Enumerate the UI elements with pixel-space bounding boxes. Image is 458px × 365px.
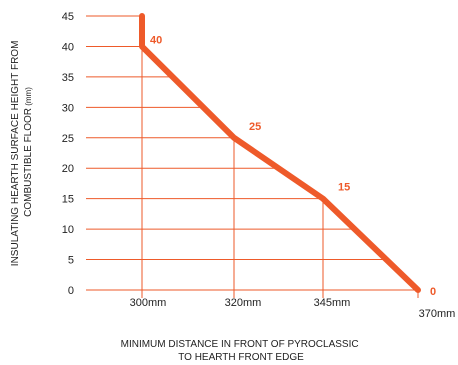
x-tick-label-345: 345mm: [314, 297, 351, 309]
y-axis-title: INSULATING HEARTH SURFACE HEIGHT FROM CO…: [10, 38, 34, 266]
x-tick-label-300: 300mm: [130, 297, 167, 309]
x-tick-label-320: 320mm: [225, 297, 262, 309]
y-tick-label-40: 40: [62, 41, 74, 53]
y-tick-label-20: 20: [62, 163, 74, 175]
y-tick-label-0: 0: [68, 285, 74, 297]
y-axis-title-line-2-main: COMBUSTIBLE FLOOR: [23, 108, 34, 217]
point-label-15: 15: [338, 182, 350, 194]
y-axis-title-line-1: INSULATING HEARTH SURFACE HEIGHT FROM: [10, 41, 21, 267]
x-axis-title: MINIMUM DISTANCE IN FRONT OF PYROCLASSIC…: [121, 339, 362, 363]
x-axis-title-line-1: MINIMUM DISTANCE IN FRONT OF PYROCLASSIC: [121, 339, 359, 350]
grid-layer: [86, 15, 419, 298]
y-tick-label-5: 5: [68, 255, 74, 267]
point-label-25: 25: [249, 121, 261, 133]
y-tick-label-25: 25: [62, 133, 74, 145]
y-tick-label-15: 15: [62, 194, 74, 206]
label-layer: 0 5 10 15 20 25 30 35 40 45 300mm 320mm 345mm 370mm 40…: [62, 11, 456, 320]
y-tick-label-45: 45: [62, 11, 74, 23]
series-line-layer: [139, 13, 421, 293]
y-axis-title-unit: (mm): [24, 87, 33, 108]
point-label-0: 0: [430, 286, 436, 298]
y-axis-title-line-2: COMBUSTIBLE FLOOR (mm): [23, 87, 34, 217]
series-line: [139, 13, 421, 293]
y-tick-label-10: 10: [62, 224, 74, 236]
y-tick-label-30: 30: [62, 102, 74, 114]
point-label-40: 40: [150, 34, 162, 46]
y-tick-label-35: 35: [62, 72, 74, 84]
x-tick-label-370: 370mm: [419, 308, 456, 320]
x-axis-title-line-2: TO HEARTH FRONT EDGE: [178, 352, 304, 363]
